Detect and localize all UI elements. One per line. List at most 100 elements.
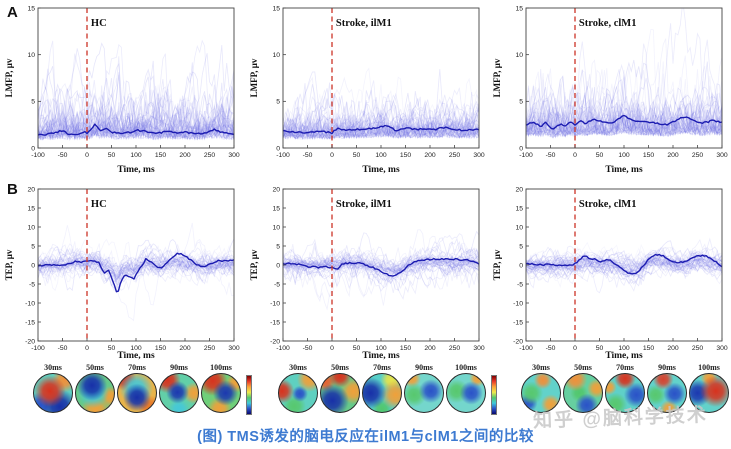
svg-text:-100: -100 — [276, 345, 290, 352]
svg-text:20: 20 — [27, 186, 35, 193]
topomap-time-label: 70ms — [616, 363, 634, 372]
chart-svg: -100 -50 0 50 100 150 200 250 300-20-15-10-50510… — [249, 186, 485, 361]
svg-text:-5: -5 — [274, 281, 280, 288]
topomap-group-stroke-ilm1: 30ms 50ms 70ms 90ms 100ms — [245, 362, 497, 426]
y-axis-label: TEP, μv — [4, 249, 14, 280]
panel-title: HC — [91, 199, 107, 210]
chart-lmfp-stroke-clm1: -100 -50 0 50 100 150 200 250 300 0 5 10 15 LMFP, μv T… — [488, 0, 731, 181]
svg-text:5: 5 — [519, 99, 523, 106]
svg-text:300: 300 — [716, 345, 728, 352]
panel-title: Stroke, clM1 — [579, 199, 637, 210]
svg-text:0: 0 — [519, 262, 523, 269]
svg-text:10: 10 — [272, 52, 280, 59]
topomap-time-label: 70ms — [373, 363, 391, 372]
svg-text:250: 250 — [449, 345, 461, 352]
svg-text:15: 15 — [27, 205, 35, 212]
topomap-time-label: 90ms — [658, 363, 676, 372]
colorbar — [491, 375, 497, 415]
chart-svg: -100 -50 0 50 100 150 200 250 300 0 5 10 15 LMFP, μv T… — [492, 5, 728, 175]
topomap-90ms — [404, 373, 444, 413]
svg-text:-100: -100 — [519, 345, 533, 352]
svg-text:0: 0 — [330, 152, 334, 159]
topomap-90ms — [647, 373, 687, 413]
svg-text:150: 150 — [643, 345, 655, 352]
topomap-70ms — [117, 373, 157, 413]
topomap-cell: 100ms — [446, 362, 486, 413]
topomap-70ms — [605, 373, 645, 413]
svg-text:250: 250 — [204, 152, 216, 159]
topomap-time-label: 30ms — [289, 363, 307, 372]
svg-text:5: 5 — [31, 99, 35, 106]
svg-text:10: 10 — [272, 224, 280, 231]
x-axis-label: Time, ms — [362, 351, 400, 361]
x-axis-label: Time, ms — [605, 165, 643, 175]
svg-text:200: 200 — [424, 152, 436, 159]
topomap-cell: 50ms — [563, 362, 603, 413]
svg-text:200: 200 — [667, 152, 679, 159]
svg-text:100: 100 — [375, 345, 387, 352]
svg-text:150: 150 — [400, 152, 412, 159]
svg-text:0: 0 — [85, 345, 89, 352]
svg-text:0: 0 — [573, 152, 577, 159]
svg-text:200: 200 — [424, 345, 436, 352]
topomap-time-label: 50ms — [86, 363, 104, 372]
svg-text:250: 250 — [692, 152, 704, 159]
svg-text:300: 300 — [228, 345, 240, 352]
chart-svg: -100 -50 0 50 100 150 200 250 300 0 5 10 15 LMFP, μv T… — [4, 5, 240, 175]
svg-text:200: 200 — [179, 152, 191, 159]
topomap-group-hc: 30ms 50ms 70ms 90ms 100ms — [0, 362, 252, 426]
x-axis-label: Time, ms — [117, 165, 155, 175]
y-axis-label: TEP, μv — [249, 249, 259, 280]
topomap-time-label: 90ms — [415, 363, 433, 372]
svg-text:-15: -15 — [513, 319, 523, 326]
topomap-cell: 90ms — [159, 362, 199, 413]
svg-text:15: 15 — [272, 5, 280, 12]
y-axis-label: TEP, μv — [492, 249, 502, 280]
topomap-time-label: 50ms — [331, 363, 349, 372]
topomap-time-label: 100ms — [455, 363, 477, 372]
chart-tep-stroke-ilm1: -100 -50 0 50 100 150 200 250 300 -20 -15 -10 -5 0 5 10… — [245, 178, 488, 367]
svg-text:100: 100 — [130, 152, 142, 159]
topomap-cell: 100ms — [689, 362, 729, 413]
svg-text:-10: -10 — [25, 300, 35, 307]
svg-text:50: 50 — [353, 152, 361, 159]
svg-text:20: 20 — [515, 186, 523, 193]
svg-text:0: 0 — [519, 145, 523, 152]
svg-text:50: 50 — [596, 152, 604, 159]
topomap-time-label: 50ms — [574, 363, 592, 372]
svg-text:-50: -50 — [58, 152, 68, 159]
panel-label-a: A — [7, 4, 18, 21]
topomap-time-label: 90ms — [170, 363, 188, 372]
svg-text:300: 300 — [473, 152, 485, 159]
topomap-time-label: 100ms — [210, 363, 232, 372]
y-axis-label: LMFP, μv — [492, 58, 502, 97]
svg-text:250: 250 — [449, 152, 461, 159]
svg-text:-15: -15 — [270, 319, 280, 326]
svg-text:150: 150 — [643, 152, 655, 159]
topomap-50ms — [75, 373, 115, 413]
topomap-90ms — [159, 373, 199, 413]
topomap-cell: 100ms — [201, 362, 241, 413]
chart-svg: -100 -50 0 50 100 150 200 250 300 0 5 10 15 LMFP, μv T… — [249, 5, 485, 175]
svg-text:-20: -20 — [270, 338, 280, 345]
svg-text:10: 10 — [515, 52, 523, 59]
topomap-group-stroke-clm1: 30ms 50ms 70ms 90ms 100ms — [488, 362, 731, 426]
x-axis-label: Time, ms — [362, 165, 400, 175]
panel-label-b: B — [7, 181, 18, 198]
svg-text:0: 0 — [276, 145, 280, 152]
x-axis-label: Time, ms — [605, 351, 643, 361]
topomap-cell: 30ms — [278, 362, 318, 413]
svg-text:0: 0 — [31, 145, 35, 152]
chart-lmfp-hc: -100 -50 0 50 100 150 200 250 300 0 5 10 15 LMFP, μv T… — [0, 0, 243, 181]
svg-text:5: 5 — [519, 243, 523, 250]
svg-text:150: 150 — [400, 345, 412, 352]
topomap-cell: 70ms — [362, 362, 402, 413]
topomap-cell: 90ms — [647, 362, 687, 413]
svg-text:-10: -10 — [270, 300, 280, 307]
svg-text:50: 50 — [108, 345, 116, 352]
svg-text:10: 10 — [27, 224, 35, 231]
svg-text:0: 0 — [330, 345, 334, 352]
topomap-cell: 50ms — [320, 362, 360, 413]
topomap-cell: 70ms — [605, 362, 645, 413]
topomap-time-label: 30ms — [532, 363, 550, 372]
